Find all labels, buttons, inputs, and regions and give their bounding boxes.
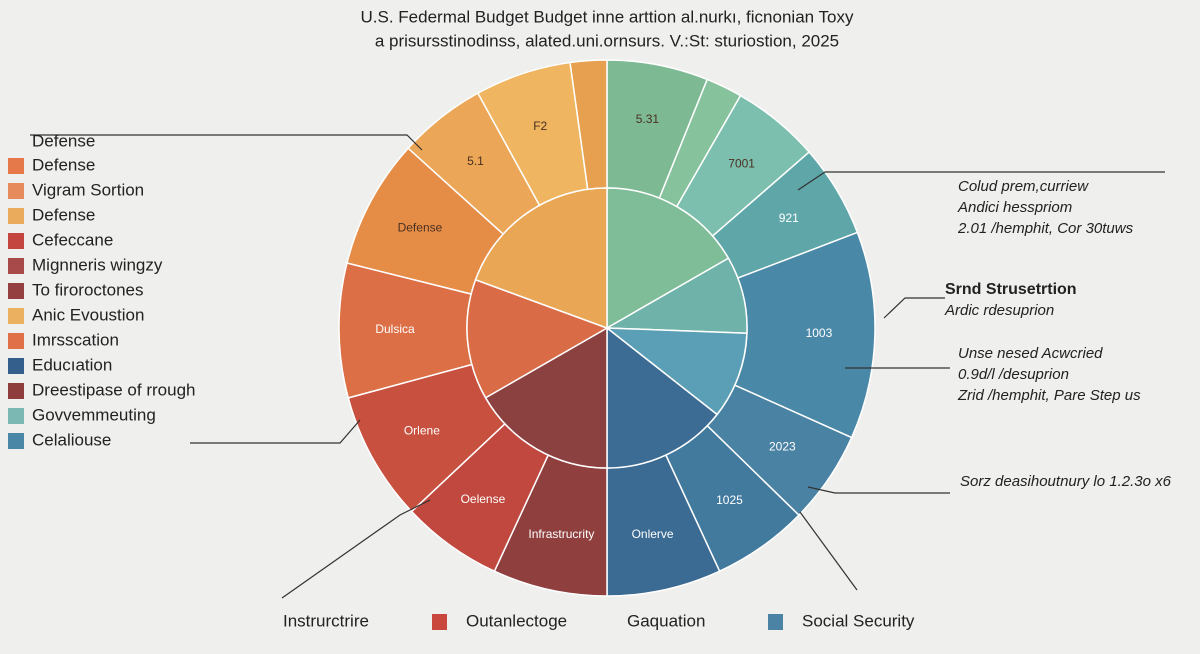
legend-swatch <box>8 183 24 199</box>
connector <box>797 171 1165 191</box>
segment-label: 5.1 <box>467 154 484 168</box>
legend-swatch <box>8 283 24 299</box>
legend-swatch <box>8 308 24 324</box>
connector <box>30 134 423 151</box>
legend-label: Outanlectoge <box>466 611 567 630</box>
inner-segment <box>604 327 748 416</box>
annotation-text: Andici hesspriom <box>957 199 1072 216</box>
legend-label: Anic Evoustion <box>32 305 144 324</box>
annotation-text: Colud prem,curriew <box>958 178 1089 195</box>
legend-label: Educıation <box>32 355 112 374</box>
legend-label: Govvemmeuting <box>32 405 156 424</box>
segment-label: Infrastrucrity <box>528 527 594 541</box>
annotation-text: 0.9d/l /desuprion <box>958 366 1069 383</box>
legend-label: Gaquation <box>627 611 705 630</box>
legend-swatch <box>8 358 24 374</box>
annotation-heading: Srnd Strusetrtion <box>945 281 1077 298</box>
legend-label: Defense <box>32 155 95 174</box>
inner-segment <box>466 278 609 399</box>
annotation-text: Zrid /hemphit, Pare Step us <box>957 387 1141 404</box>
segment-label: Oelense <box>461 492 506 506</box>
connector <box>190 419 361 444</box>
annotation-text: 2.01 /hemphit, Cor 30tuws <box>957 220 1134 237</box>
annotations: Colud prem,curriew Andici hesspriom 2.01 /… <box>944 178 1172 490</box>
legend-swatch <box>8 433 24 449</box>
legend-label: Imrsscation <box>32 330 119 349</box>
bottom-legend: Instrurctrire Outanlectoge Gaquation Social… <box>283 611 915 630</box>
chart-subtitle: a prisursstinodinss, alated.uni.ornsurs.… <box>375 31 839 50</box>
connector <box>799 511 858 591</box>
segment-label: Dulsica <box>375 322 415 336</box>
legend-swatch <box>8 158 24 174</box>
legend-label: Social Security <box>802 611 915 630</box>
legend-label: Instrurctrire <box>283 611 369 630</box>
annotation-text: Sorz deasihoutnury lo 1.2.3o x6 <box>960 473 1172 490</box>
inner-segment <box>474 187 608 330</box>
legend-label: To firoroctones <box>32 280 144 299</box>
legend-swatch <box>8 333 24 349</box>
chart-title: U.S. Federmal Budget Budget inne arttion… <box>361 7 854 26</box>
segment-label: 1003 <box>806 326 833 340</box>
sunburst: 5.31 7001 921 1003 2023 1025 Onlerve Infrastruc… <box>338 59 876 597</box>
connector <box>883 297 945 319</box>
inner-segment <box>484 326 608 469</box>
legend-swatch <box>8 208 24 224</box>
legend-swatch <box>768 614 783 630</box>
connector <box>807 486 950 494</box>
connector <box>281 499 431 599</box>
legend-label: Vigram Sortion <box>32 180 144 199</box>
annotation-text: Ardic rdesuprion <box>944 302 1054 319</box>
legend-label: Defense <box>32 205 95 224</box>
legend-swatch <box>8 258 24 274</box>
legend-swatch <box>8 383 24 399</box>
segment-label: 5.31 <box>636 112 660 126</box>
legend-title: Defense <box>32 131 95 150</box>
legend-label: Mignneris wingzy <box>32 255 163 274</box>
inner-segment <box>606 326 719 469</box>
inner-segment <box>606 187 730 330</box>
segment-label: Defense <box>398 220 443 234</box>
legend-label: Cefeccane <box>32 230 113 249</box>
legend-swatch <box>8 233 24 249</box>
segment-label: F2 <box>533 119 547 133</box>
segment-label: 7001 <box>728 156 755 170</box>
segment-label: 921 <box>779 211 799 225</box>
legend: Defense Defense Vigram Sortion Defense Cefe… <box>8 131 195 449</box>
segment-label: Onlerve <box>632 527 674 541</box>
legend-label: Dreestipase of rrough <box>32 380 195 399</box>
segment-label: 2023 <box>769 439 796 453</box>
segment-label: Orlene <box>404 423 440 437</box>
annotation-text: Unse nesed Acwcried <box>958 345 1103 362</box>
legend-swatch <box>432 614 447 630</box>
legend-swatch <box>8 408 24 424</box>
segment-label: 1025 <box>716 493 743 507</box>
legend-label: Celaliouse <box>32 430 111 449</box>
